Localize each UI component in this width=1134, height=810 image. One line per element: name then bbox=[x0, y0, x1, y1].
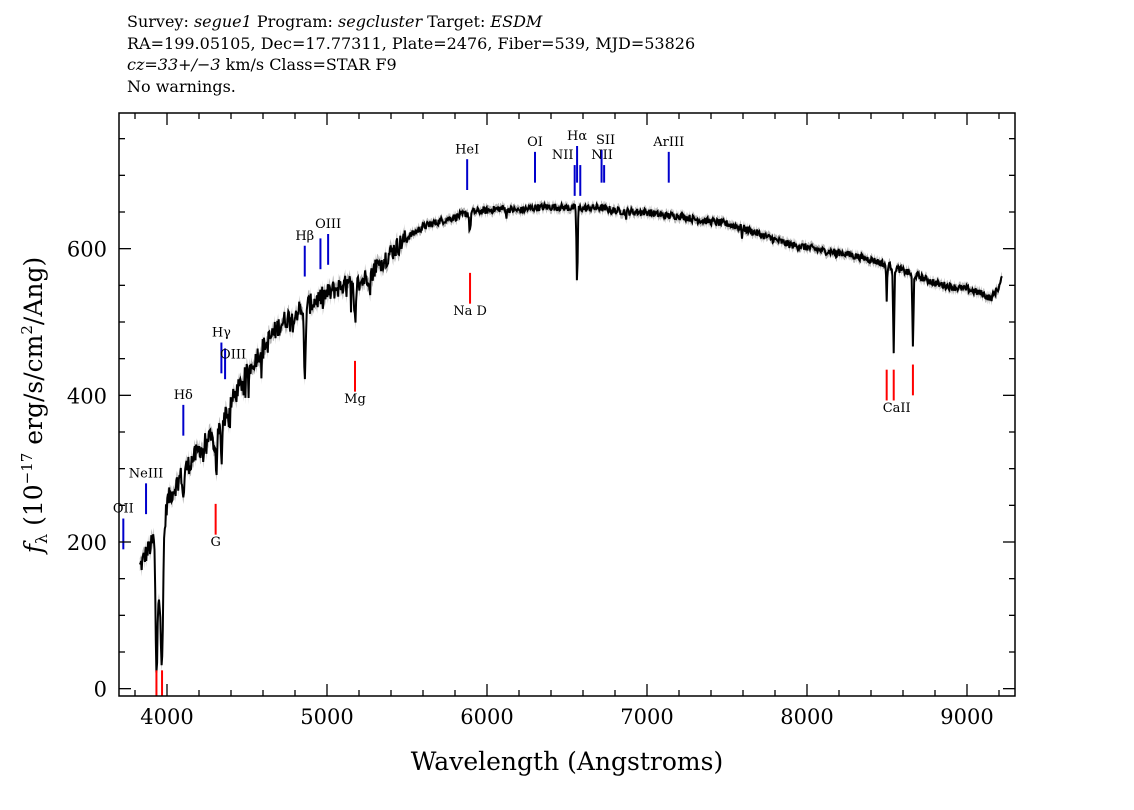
y-tick-label: 400 bbox=[67, 384, 107, 408]
error-band bbox=[140, 200, 1002, 680]
absorption-label: Mg bbox=[344, 392, 366, 407]
flux-line bbox=[140, 204, 1002, 673]
emission-label: OII bbox=[113, 502, 134, 517]
absorption-label: CaII bbox=[883, 401, 911, 416]
emission-label: Hδ bbox=[174, 388, 193, 403]
emission-label: NeIII bbox=[129, 466, 163, 481]
absorption-label: Na D bbox=[453, 304, 487, 319]
x-tick-label: 7000 bbox=[620, 705, 673, 729]
emission-label: NII bbox=[552, 148, 574, 163]
x-tick-label: 8000 bbox=[780, 705, 833, 729]
x-tick-label: 6000 bbox=[460, 705, 513, 729]
x-axis-title: Wavelength (Angstroms) bbox=[411, 747, 723, 776]
x-tick-label: 4000 bbox=[140, 705, 193, 729]
plot-frame bbox=[119, 113, 1015, 696]
emission-label: NII bbox=[591, 148, 613, 163]
y-tick-label: 600 bbox=[67, 238, 107, 262]
emission-label: OI bbox=[527, 135, 543, 150]
emission-label: Hβ bbox=[295, 229, 314, 244]
plot-area bbox=[123, 146, 1002, 696]
emission-label: HeI bbox=[455, 142, 479, 157]
emission-label: Hγ bbox=[212, 326, 231, 341]
x-tick-label: 5000 bbox=[300, 705, 353, 729]
emission-label: SII bbox=[596, 133, 615, 148]
spectrum-chart: OIINeIIIHδHγOIIIHβOIIIHeI OINIIHα SIINIIAr… bbox=[0, 0, 1134, 810]
x-tick-label: 9000 bbox=[940, 705, 993, 729]
emission-label: Hα bbox=[567, 129, 587, 144]
y-tick-label: 0 bbox=[94, 678, 107, 702]
y-axis-title: fλ (10−17 erg/s/cm2/Ang) bbox=[18, 257, 51, 556]
y-tick-label: 200 bbox=[67, 531, 107, 555]
emission-label: ArIII bbox=[652, 135, 684, 150]
emission-label: OIII bbox=[315, 217, 341, 232]
emission-label: OIII bbox=[220, 348, 246, 363]
absorption-label: G bbox=[210, 535, 220, 550]
